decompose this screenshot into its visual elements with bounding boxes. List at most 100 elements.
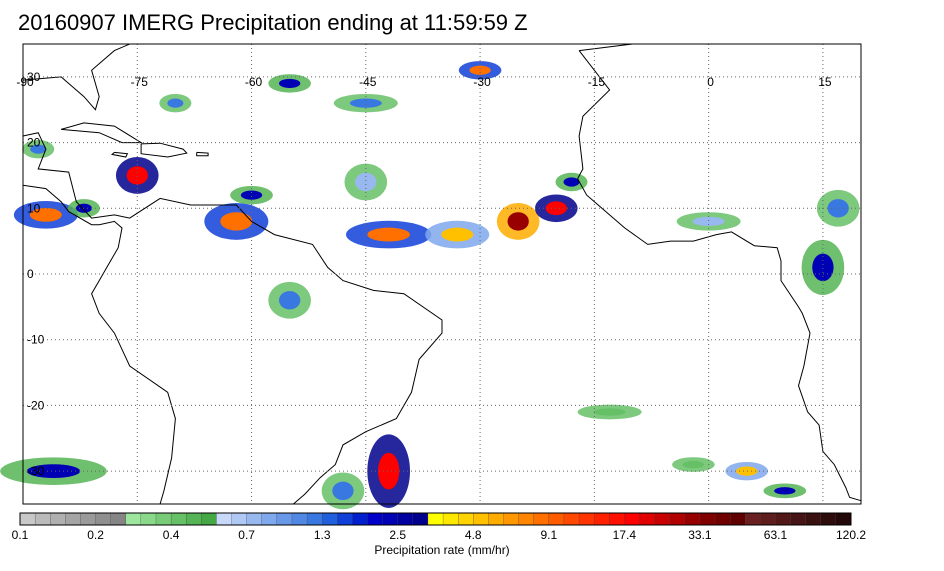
precip-cell — [278, 291, 301, 310]
precip-cell — [332, 481, 354, 501]
colorbar-cell — [684, 512, 701, 526]
precip-cell — [507, 212, 529, 231]
map-frame — [22, 43, 862, 505]
colorbar-cell — [412, 512, 429, 526]
colorbar-cell — [306, 512, 323, 526]
colorbar-cell — [170, 512, 187, 526]
colorbar-cell — [322, 512, 338, 526]
colorbar-cell — [442, 512, 459, 526]
colorbar-cell — [382, 512, 399, 526]
coastline — [140, 142, 188, 158]
colorbar-cell — [820, 512, 837, 526]
lat-tick-label: 10 — [27, 201, 41, 215]
lat-labels: 30 20 10 0 -10 -20 -30 — [27, 70, 45, 478]
colorbar-tick-label: 2.5 — [389, 528, 406, 542]
colorbar-cell — [518, 512, 535, 526]
colorbar-cell — [246, 512, 263, 526]
lon-tick-label: -45 — [359, 75, 377, 89]
lon-tick-label: -15 — [588, 75, 606, 89]
colorbar-cell — [533, 512, 550, 526]
colorbar-cell — [337, 512, 353, 526]
colorbar-cells — [19, 512, 852, 526]
coastline — [579, 43, 633, 52]
precip-cell — [126, 166, 148, 185]
lon-tick-label: -60 — [245, 75, 263, 89]
precip-cell — [367, 227, 411, 242]
colorbar-tick-label: 120.2 — [836, 528, 866, 542]
lon-tick-label: 15 — [818, 75, 832, 89]
colorbar-cell — [835, 512, 852, 526]
colorbar-tick-label: 63.1 — [764, 528, 788, 542]
colorbar-cell — [714, 512, 731, 526]
lon-tick-label: -90 — [16, 75, 34, 89]
colorbar-cell — [458, 512, 474, 526]
colorbar-frame — [19, 512, 852, 526]
colorbar-cell — [140, 512, 157, 526]
precip-cell — [378, 452, 400, 490]
coastline — [22, 43, 130, 111]
colorbar-cell — [548, 512, 565, 526]
lon-tick-label: -30 — [473, 75, 491, 89]
colorbar-cell — [65, 512, 81, 526]
lat-tick-label: 20 — [27, 136, 41, 150]
colorbar-cell — [578, 512, 595, 526]
precip-cell — [441, 227, 474, 242]
precip-cell — [827, 199, 849, 218]
precip-cell — [349, 98, 382, 108]
colorbar-tick-label: 0.1 — [12, 528, 29, 542]
coastline — [577, 50, 862, 502]
precip-cell — [220, 212, 253, 231]
lon-tick-label: -75 — [131, 75, 149, 89]
colorbar-cell — [624, 512, 640, 526]
colorbar-tick-label: 33.1 — [688, 528, 712, 542]
colorbar-cell — [745, 512, 761, 526]
colorbar-tick-label: 0.4 — [163, 528, 180, 542]
colorbar-tick-label: 1.3 — [314, 528, 331, 542]
colorbar-label: Precipitation rate (mm/hr) — [374, 543, 509, 557]
precip-cell — [812, 253, 834, 282]
colorbar-tick-label: 0.2 — [87, 528, 104, 542]
colorbar-cell — [729, 512, 746, 526]
colorbar-cell — [186, 512, 202, 526]
colorbar-cell — [775, 512, 791, 526]
precip-cell — [593, 408, 626, 416]
coastline — [22, 132, 443, 505]
precip-cell — [30, 144, 47, 154]
coastline — [110, 151, 129, 158]
colorbar-cell — [291, 512, 308, 526]
precip-cell — [692, 216, 725, 227]
colorbar-ticks: 0.1 0.2 0.4 0.7 1.3 2.5 4.8 9.1 17.4 33.1 63.1 120.… — [12, 528, 867, 542]
colorbar-cell — [790, 512, 807, 526]
colorbar-cell — [503, 512, 519, 526]
precip-cell — [682, 460, 705, 469]
lat-tick-label: -20 — [27, 398, 45, 412]
coastline — [60, 122, 143, 144]
map-title: 20160907 IMERG Precipitation ending at 1… — [18, 10, 528, 35]
colorbar-cell — [609, 512, 625, 526]
colorbar-cell — [654, 512, 671, 526]
colorbar-tick-label: 4.8 — [465, 528, 482, 542]
precip-layer — [0, 61, 860, 510]
colorbar-cell — [34, 512, 51, 526]
precip-cell — [469, 65, 491, 75]
lat-tick-label: 0 — [27, 267, 34, 281]
colorbar-cell — [488, 512, 504, 526]
colorbar-cell — [473, 512, 489, 526]
precip-cell — [545, 201, 567, 216]
colorbar-cell — [760, 512, 776, 526]
colorbar-cell — [80, 512, 96, 526]
precip-cell — [167, 98, 184, 108]
precip-cell — [774, 487, 796, 495]
precip-cell — [240, 190, 263, 200]
lat-tick-label: -10 — [27, 333, 45, 347]
colorbar-cell — [593, 512, 610, 526]
colorbar-cell — [276, 512, 293, 526]
coastline — [196, 151, 209, 157]
precip-cell — [278, 78, 301, 89]
colorbar-tick-label: 0.7 — [238, 528, 255, 542]
precip-cell — [736, 466, 758, 476]
precip-cell — [26, 464, 81, 479]
colorbar-cell — [397, 512, 414, 526]
